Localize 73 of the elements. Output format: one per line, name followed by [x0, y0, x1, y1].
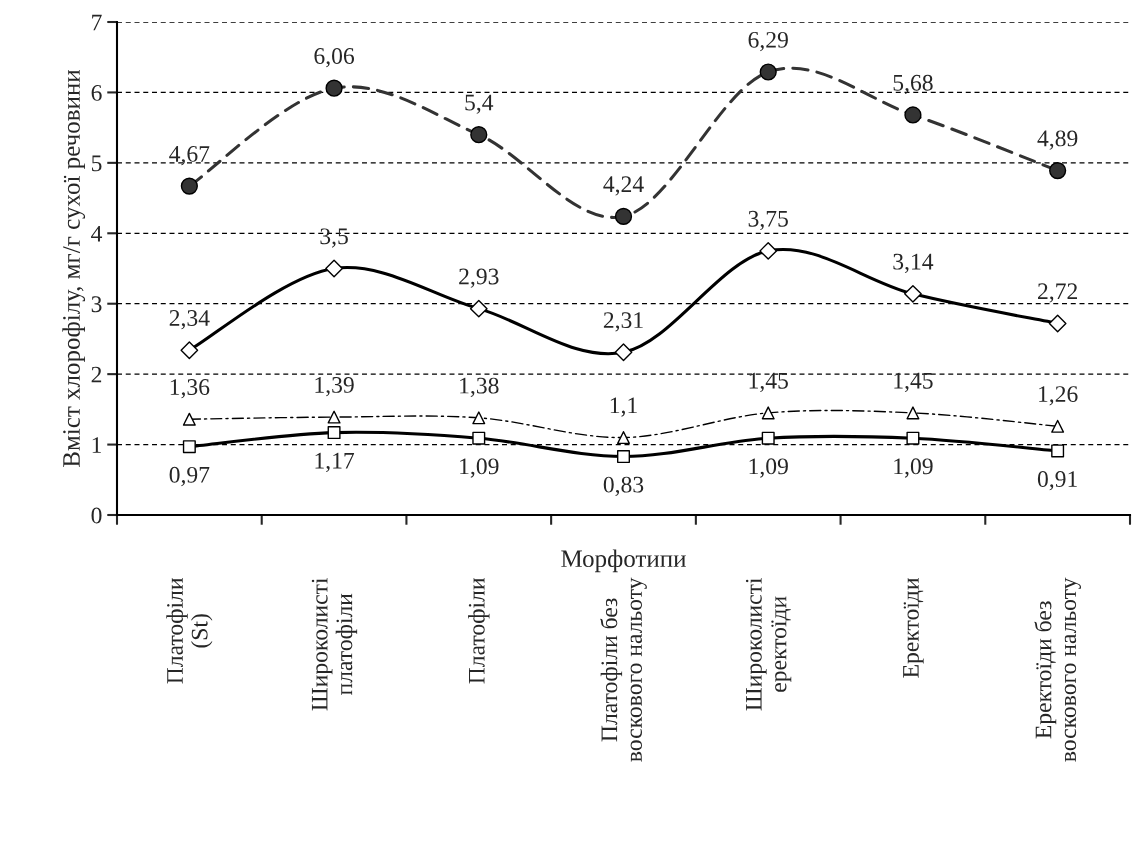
data-label: 1,17	[315, 452, 355, 473]
data-label: 2,72	[1038, 283, 1077, 303]
point	[472, 431, 486, 445]
data-label: 4,24	[603, 176, 644, 196]
data-label: 1,09	[460, 458, 499, 478]
data-label: 1,09	[749, 458, 788, 478]
data-label: 1,45	[749, 372, 788, 393]
y-tick-label: 0	[91, 507, 102, 524]
point	[327, 410, 341, 424]
data-label: 4,89	[1037, 130, 1078, 150]
data-label: 1,36	[170, 379, 210, 399]
data-label: 1,26	[1039, 386, 1078, 406]
data-label: 0,97	[169, 466, 210, 487]
point	[616, 431, 631, 445]
data-label: 6,29	[748, 31, 788, 52]
point	[325, 259, 343, 278]
data-label: 0,83	[603, 476, 644, 496]
y-axis-title: Вміст хлорофілу, мг/г сухої речовини	[62, 69, 86, 467]
point	[470, 126, 488, 144]
point	[1049, 161, 1067, 180]
point	[761, 406, 775, 420]
y-tick-label: 2	[91, 366, 102, 383]
point	[614, 343, 633, 362]
point	[325, 79, 343, 97]
x-tick-label: Платофіли без воскового нальоту	[600, 577, 647, 762]
y-tick-label: 4	[91, 225, 103, 242]
point	[1048, 314, 1067, 333]
point	[761, 431, 775, 445]
point	[327, 426, 341, 440]
point	[616, 450, 631, 464]
data-label: 3,75	[748, 210, 788, 231]
data-label: 2,34	[169, 310, 210, 330]
data-label: 4,67	[169, 145, 210, 166]
data-label: 1,39	[315, 377, 354, 397]
data-label: 5,4	[465, 94, 494, 114]
data-label: 6,06	[314, 48, 355, 68]
data-label: 3,5	[320, 228, 348, 248]
point	[1051, 444, 1065, 458]
data-label: 1,09	[894, 458, 933, 478]
x-tick-label: Платофіли	[468, 578, 490, 684]
point	[906, 431, 920, 445]
y-tick-label: 5	[91, 155, 102, 172]
point	[904, 106, 922, 124]
x-tick-label: Еректоїди без воскового нальоту	[1034, 577, 1081, 762]
x-tick-label: Широколисті еректоїди	[745, 577, 792, 711]
x-tick-label: Еректоїди	[903, 578, 924, 678]
data-label: 0,91	[1037, 471, 1077, 491]
point	[759, 63, 777, 81]
point	[1051, 419, 1065, 433]
y-tick-label: 1	[92, 437, 101, 453]
data-label: 2,93	[459, 268, 499, 288]
y-tick-label: 3	[91, 296, 102, 313]
point	[180, 177, 198, 195]
point	[180, 341, 199, 360]
x-tick-label: Платофіли (St)	[166, 578, 213, 684]
data-label: 1,45	[894, 372, 933, 393]
x-axis-title: Морфотипи	[561, 549, 686, 573]
data-label: 5,68	[893, 74, 933, 95]
y-tick-label: 6	[91, 84, 102, 101]
x-tick-label: Широколисті платофіли	[311, 577, 358, 711]
point	[182, 412, 196, 426]
point	[472, 411, 486, 425]
data-label: 3,14	[893, 253, 934, 274]
point	[906, 406, 920, 420]
data-label: 2,31	[603, 312, 643, 332]
y-tick-label: 7	[92, 14, 102, 31]
data-label: 1,1	[610, 397, 637, 417]
data-label: 1,38	[460, 377, 499, 397]
point	[614, 207, 633, 225]
point	[759, 241, 778, 260]
point	[904, 284, 922, 303]
point	[469, 299, 488, 318]
point	[182, 440, 196, 454]
